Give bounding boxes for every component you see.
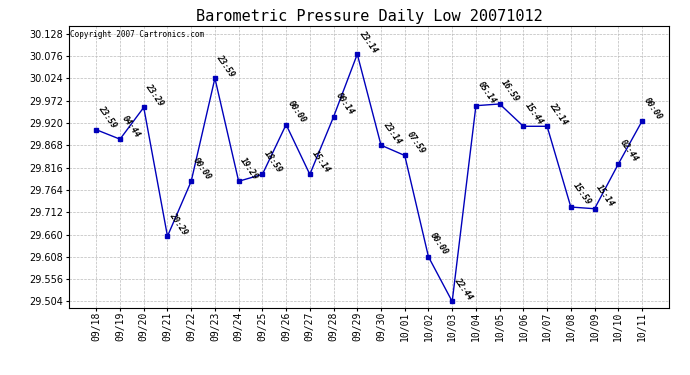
Text: 07:59: 07:59 bbox=[405, 130, 426, 156]
Text: 22:14: 22:14 bbox=[547, 100, 569, 126]
Text: 20:29: 20:29 bbox=[168, 211, 189, 236]
Text: 00:00: 00:00 bbox=[286, 99, 308, 124]
Text: 18:59: 18:59 bbox=[262, 149, 284, 174]
Text: 15:14: 15:14 bbox=[595, 183, 616, 209]
Text: 00:00: 00:00 bbox=[428, 231, 450, 257]
Text: 23:59: 23:59 bbox=[215, 53, 237, 78]
Text: 15:14: 15:14 bbox=[310, 149, 331, 174]
Title: Barometric Pressure Daily Low 20071012: Barometric Pressure Daily Low 20071012 bbox=[196, 9, 542, 24]
Text: Copyright 2007 Cartronics.com: Copyright 2007 Cartronics.com bbox=[70, 30, 204, 39]
Text: 15:59: 15:59 bbox=[571, 182, 593, 207]
Text: 15:44: 15:44 bbox=[524, 100, 545, 126]
Text: 22:44: 22:44 bbox=[452, 276, 474, 302]
Text: 23:14: 23:14 bbox=[381, 120, 403, 145]
Text: 23:59: 23:59 bbox=[97, 104, 118, 130]
Text: 23:14: 23:14 bbox=[357, 28, 379, 54]
Text: 00:14: 00:14 bbox=[333, 91, 355, 117]
Text: 04:44: 04:44 bbox=[120, 114, 141, 139]
Text: 23:29: 23:29 bbox=[144, 82, 166, 107]
Text: 00:00: 00:00 bbox=[642, 96, 664, 121]
Text: 00:00: 00:00 bbox=[191, 156, 213, 181]
Text: 02:44: 02:44 bbox=[618, 138, 640, 164]
Text: 19:29: 19:29 bbox=[239, 156, 260, 181]
Text: 05:14: 05:14 bbox=[476, 80, 497, 106]
Text: 16:59: 16:59 bbox=[500, 78, 522, 104]
